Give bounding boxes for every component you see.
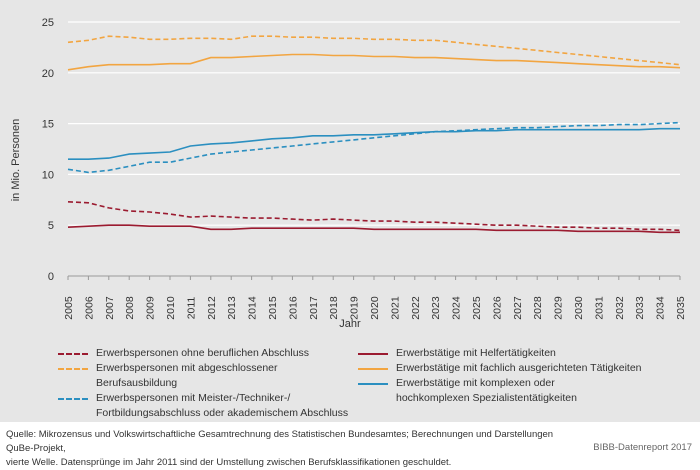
y-tick-label: 10 — [42, 169, 54, 181]
x-tick-label: 2005 — [63, 296, 75, 320]
x-tick-label: 2011 — [185, 297, 197, 320]
x-tick-label: 2032 — [614, 296, 626, 320]
x-tick-label: 2028 — [532, 296, 544, 320]
x-tick-label: 2016 — [287, 296, 299, 320]
series-line-5 — [67, 53, 681, 71]
series-line-2 — [67, 35, 681, 66]
publisher-credit: BIBB-Datenreport 2017 — [593, 442, 692, 453]
x-tick-label: 2030 — [573, 296, 585, 320]
y-tick-label: 20 — [42, 68, 54, 80]
x-tick-label: 2006 — [83, 296, 95, 320]
x-tick-label: 2023 — [430, 296, 442, 320]
x-tick-label: 2007 — [104, 296, 116, 320]
legend-item-erwerbstaetige-spezialisten: Erwerbstätige mit komplexen oder hochkom… — [358, 376, 688, 406]
x-tick-label: 2025 — [471, 296, 483, 320]
x-tick-label: 2015 — [267, 296, 279, 320]
legend-right: Erwerbstätige mit Helfertätigkeiten Erwe… — [358, 346, 688, 406]
series-line-3 — [67, 121, 681, 174]
legend-left: Erwerbspersonen ohne beruflichen Abschlu… — [58, 346, 358, 421]
x-tick-label: 2012 — [206, 296, 218, 320]
x-tick-label: 2019 — [349, 296, 361, 320]
x-tick-label: 2029 — [553, 296, 565, 320]
y-tick-label: 25 — [42, 17, 54, 29]
y-tick-label: 5 — [48, 220, 54, 232]
y-axis-label: in Mio. Personen — [10, 118, 22, 202]
legend-item-erwerbspersonen-meister-akademisch: Erwerbspersonen mit Meister-/Techniker-/… — [58, 391, 358, 421]
x-tick-label: 2008 — [124, 296, 136, 320]
x-tick-label: 2026 — [491, 296, 503, 320]
x-tick-label: 2009 — [145, 296, 157, 320]
legend-item-erwerbstaetige-helfer: Erwerbstätige mit Helfertätigkeiten — [358, 346, 688, 361]
y-tick-label: 0 — [48, 271, 54, 283]
x-tick-label: 2033 — [634, 296, 646, 320]
x-tick-label: 2034 — [655, 296, 667, 320]
x-tick-label: 2035 — [675, 296, 687, 320]
x-axis-label: Jahr — [339, 318, 361, 330]
x-tick-label: 2013 — [226, 296, 238, 320]
x-tick-label: 2022 — [410, 296, 422, 320]
x-tick-label: 2017 — [308, 296, 320, 320]
y-tick-label: 15 — [42, 119, 54, 131]
x-tick-label: 2027 — [512, 296, 524, 320]
x-tick-label: 2018 — [328, 296, 340, 320]
x-tick-label: 2024 — [451, 296, 463, 320]
legend-item-erwerbspersonen-berufsausbildung: Erwerbspersonen mit abgeschlossener Beru… — [58, 361, 358, 391]
series-line-1 — [67, 201, 681, 232]
series-line-4 — [67, 224, 680, 234]
x-tick-label: 2020 — [369, 296, 381, 320]
x-tick-label: 2010 — [165, 296, 177, 320]
series-line-6 — [68, 127, 680, 160]
x-tick-label: 2014 — [247, 296, 259, 320]
x-tick-label: 2021 — [389, 296, 401, 320]
legend-item-erwerbspersonen-ohne-abschluss: Erwerbspersonen ohne beruflichen Abschlu… — [58, 346, 358, 361]
chart-panel — [0, 0, 700, 422]
x-tick-label: 2031 — [593, 296, 605, 320]
source-note: Quelle: Mikrozensus und Volkswirtschaftl… — [6, 429, 554, 468]
legend-item-erwerbstaetige-fachlich: Erwerbstätige mit fachlich ausgerichtete… — [358, 361, 688, 376]
